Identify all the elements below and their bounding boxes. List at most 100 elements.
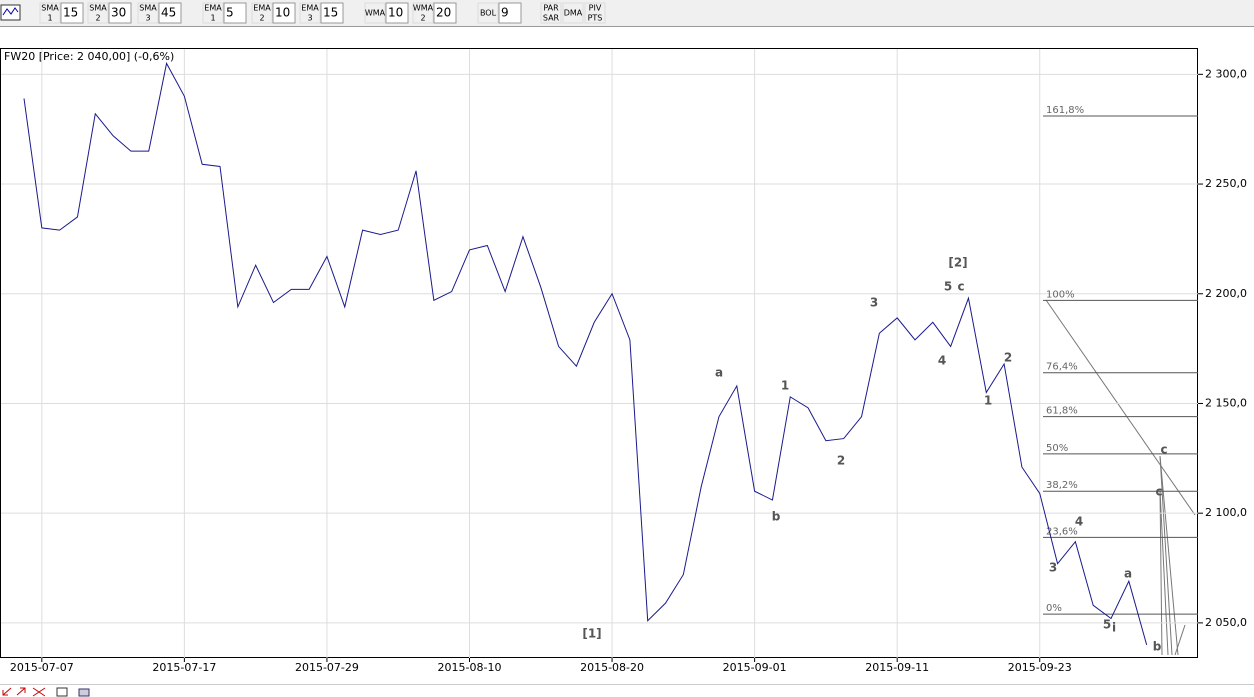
plot-frame — [0, 48, 1198, 658]
toolbar-button[interactable] — [562, 2, 584, 24]
trend-line — [1174, 624, 1186, 656]
toolbar-label: SMA — [139, 4, 157, 13]
toolbar-button[interactable] — [364, 2, 386, 24]
wave-label: 1 — [984, 394, 992, 408]
wave-label: 2 — [1004, 351, 1012, 365]
x-tick-label: 2015-08-20 — [580, 661, 644, 674]
reset-icon[interactable] — [32, 687, 46, 697]
print-icon[interactable] — [78, 688, 90, 697]
toolbar-button[interactable] — [251, 2, 273, 24]
wave-label: c — [957, 280, 964, 294]
toolbar-button[interactable] — [87, 2, 109, 24]
wave-label: [1] — [582, 627, 601, 641]
toolbar-input[interactable] — [433, 2, 457, 24]
icon-line — [2, 7, 19, 16]
toolbar-label: EMA — [204, 4, 222, 13]
y-tick-label: 2 250,0 — [1205, 177, 1247, 190]
fib-label: 100% — [1046, 289, 1075, 300]
toolbar-label: BOL — [480, 9, 497, 18]
x-tick-label: 2015-08-10 — [438, 661, 502, 674]
fib-label: 61,8% — [1046, 406, 1078, 417]
wave-label: b — [772, 510, 781, 524]
x-tick-label: 2015-07-29 — [295, 661, 359, 674]
toolbar-input[interactable] — [272, 2, 296, 24]
toolbar-sub: SAR — [543, 14, 560, 23]
x-tick-label: 2015-07-17 — [152, 661, 216, 674]
zoom-icon[interactable] — [2, 687, 12, 696]
toolbar-button[interactable] — [137, 2, 159, 24]
toolbar-label: EMA — [253, 4, 271, 13]
price-line — [23, 61, 1148, 645]
toolbar-button[interactable] — [412, 2, 434, 24]
wave-label: 5 — [1103, 618, 1111, 632]
wave-label: 4 — [1075, 515, 1083, 529]
x-tick-label: 2015-07-07 — [10, 661, 74, 674]
toolbar-input[interactable] — [158, 2, 182, 24]
fib-label: 38,2% — [1046, 480, 1078, 491]
toolbar-value: 30 — [111, 6, 126, 20]
wave-label: a — [1124, 567, 1132, 581]
y-tick-label: 2 200,0 — [1205, 287, 1247, 300]
wave-label: 3 — [870, 296, 878, 310]
icon-frame — [0, 4, 21, 21]
toolbar-input[interactable] — [60, 2, 84, 24]
toolbar-bg — [0, 0, 1254, 26]
toolbar-button[interactable] — [477, 2, 499, 24]
chart-icon[interactable] — [0, 4, 21, 21]
trend-line — [1159, 455, 1179, 656]
toolbar-button[interactable] — [39, 2, 61, 24]
toolbar-button[interactable] — [299, 2, 321, 24]
toolbar-sub: 3 — [145, 14, 150, 23]
wave-label: a — [715, 366, 723, 380]
x-tick-label: 2015-09-23 — [1008, 661, 1072, 674]
window-icon[interactable] — [56, 687, 68, 697]
wave-label: 1 — [781, 379, 789, 393]
wave-label: 3 — [1049, 561, 1057, 575]
toolbar-value: 15 — [63, 6, 78, 20]
fib-label: 0% — [1046, 603, 1062, 614]
wave-label: [2] — [948, 256, 967, 270]
wave-label: b — [1153, 640, 1162, 654]
toolbar-input[interactable] — [498, 2, 522, 24]
toolbar-button[interactable] — [540, 2, 562, 24]
zoom-icon[interactable] — [16, 687, 26, 696]
fib-label: 76,4% — [1046, 362, 1078, 373]
toolbar-value: 20 — [436, 6, 451, 20]
toolbar-label: WMA — [413, 4, 434, 13]
toolbar-label: PIV — [589, 4, 602, 13]
toolbar-label: SMA — [89, 4, 107, 13]
toolbar-value: 10 — [275, 6, 290, 20]
wave-label: 4 — [938, 354, 946, 368]
toolbar-label: SMA — [41, 4, 59, 13]
y-tick-label: 2 100,0 — [1205, 506, 1247, 519]
toolbar-sub: 2 — [95, 14, 100, 23]
wave-label: 2 — [837, 454, 845, 468]
toolbar-value: 9 — [501, 6, 509, 20]
trend-line — [1045, 299, 1196, 516]
toolbar-sub: PTS — [588, 14, 603, 23]
toolbar-input[interactable] — [223, 2, 247, 24]
y-tick-label: 2 150,0 — [1205, 396, 1247, 409]
wave-label: c — [1160, 443, 1167, 457]
toolbar-button[interactable] — [202, 2, 224, 24]
toolbar-input[interactable] — [108, 2, 132, 24]
toolbar-input[interactable] — [385, 2, 409, 24]
toolbar-input[interactable] — [320, 2, 344, 24]
fib-label: 23,6% — [1046, 526, 1078, 537]
toolbar-label: EMA — [301, 4, 319, 13]
toolbar-button[interactable] — [584, 2, 606, 24]
toolbar-sub: 1 — [47, 14, 52, 23]
toolbar-sub: 2 — [420, 14, 425, 23]
x-tick-label: 2015-09-01 — [723, 661, 787, 674]
fib-trend-lines — [1045, 299, 1196, 656]
toolbar-sub: 2 — [259, 14, 264, 23]
trend-line — [1159, 489, 1169, 656]
toolbar-label: WMA — [365, 9, 386, 18]
toolbar-sub: 1 — [210, 14, 215, 23]
wave-label: c — [1155, 485, 1162, 499]
toolbar-sub: 3 — [307, 14, 312, 23]
toolbar-value: 5 — [226, 6, 234, 20]
